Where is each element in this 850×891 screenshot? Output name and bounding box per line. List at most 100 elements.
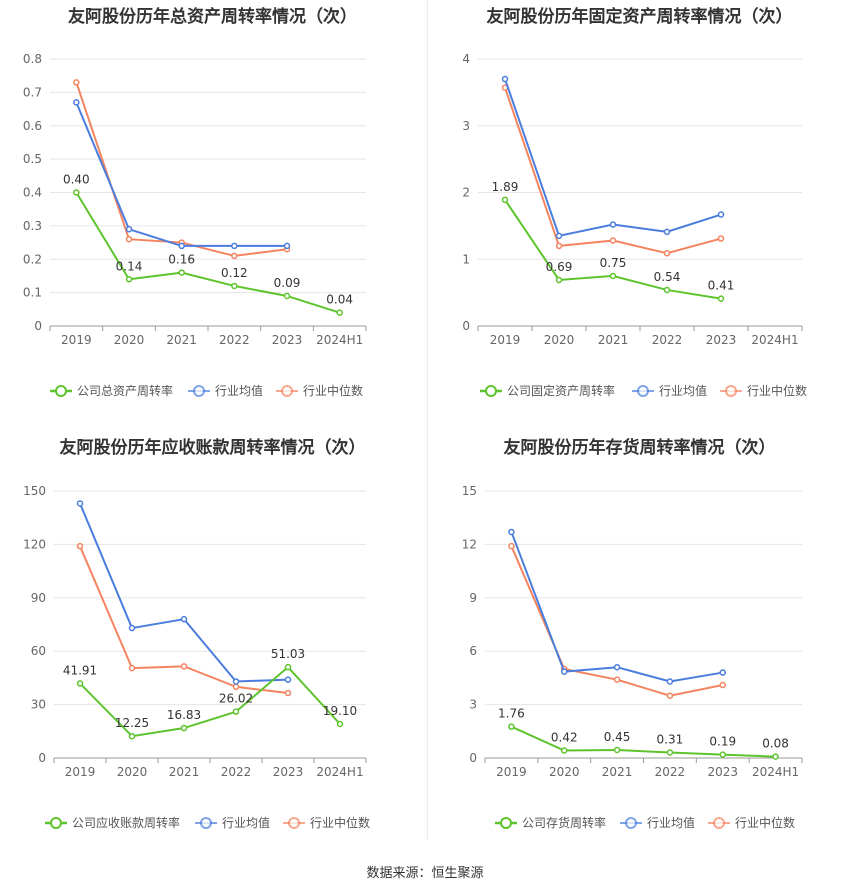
data-point-avg — [232, 678, 240, 685]
series-line-company — [511, 725, 776, 758]
y-tick-label: 9 — [469, 591, 477, 605]
data-label: 0.45 — [604, 730, 631, 744]
data-point-median — [666, 692, 674, 699]
data-point-company — [76, 680, 84, 687]
chart-title: 友阿股份历年固定资产周转率情况（次） — [486, 7, 793, 27]
legend-label: 行业中位数 — [303, 383, 363, 398]
legend-label: 行业中位数 — [735, 815, 795, 830]
data-label: 0.08 — [762, 737, 789, 751]
data-label: 12.25 — [115, 716, 149, 730]
y-tick-label: 30 — [31, 698, 46, 712]
data-point-company — [125, 276, 133, 283]
y-tick-label: 15 — [462, 484, 477, 498]
data-point-median — [180, 663, 188, 670]
legend-label: 行业中位数 — [747, 383, 807, 398]
data-point-company — [666, 749, 674, 756]
footer-prefix: 数据来源： — [366, 866, 432, 881]
data-point-avg — [561, 668, 568, 675]
y-tick-label: 0.4 — [23, 186, 42, 200]
data-point-avg — [719, 669, 726, 676]
legend-swatch-marker — [637, 385, 649, 397]
data-label: 0.42 — [551, 731, 578, 745]
legend-swatch-marker — [500, 817, 512, 829]
data-point-median — [125, 235, 133, 243]
data-point-avg — [613, 663, 621, 671]
x-tick-label: 2020 — [549, 765, 580, 779]
data-point-avg — [501, 75, 509, 83]
data-point-avg — [125, 225, 133, 233]
y-tick-label: 6 — [469, 644, 477, 658]
x-tick-label: 2024H1 — [316, 765, 363, 779]
data-label: 0.19 — [709, 735, 736, 749]
data-point-avg — [128, 624, 136, 632]
x-tick-label: 2022 — [652, 333, 683, 347]
data-label: 41.91 — [63, 663, 97, 677]
x-tick-label: 2020 — [544, 333, 575, 347]
data-point-avg — [609, 221, 617, 228]
data-label: 0.14 — [116, 259, 143, 273]
legend-label: 公司存货周转率 — [522, 815, 606, 830]
data-label: 1.89 — [492, 180, 519, 194]
data-point-median — [508, 542, 515, 550]
data-point-company — [663, 286, 671, 294]
data-point-avg — [231, 242, 238, 250]
chart-title: 友阿股份历年总资产周转率情况（次） — [68, 7, 357, 27]
data-point-company — [180, 724, 188, 732]
x-tick-label: 2019 — [490, 333, 521, 347]
data-point-median — [231, 252, 238, 260]
chart-panel-total-asset-turnover: 友阿股份历年总资产周转率情况（次） 0 0.1 0.2 0.3 0.4 0.5 0.6 0.7… — [0, 0, 425, 430]
legend-label: 行业均值 — [647, 815, 695, 830]
y-tick-label: 4 — [462, 52, 470, 66]
data-point-median — [719, 681, 726, 689]
data-label: 0.75 — [600, 256, 627, 270]
data-label: 0.69 — [546, 260, 573, 274]
x-tick-label: 2021 — [602, 765, 633, 779]
data-point-company — [73, 189, 80, 196]
x-tick-label: 2024H1 — [316, 333, 363, 347]
data-point-median — [613, 676, 621, 683]
series-line-median — [75, 82, 288, 257]
series-line-median — [510, 545, 723, 697]
data-point-company — [128, 732, 136, 740]
legend-swatch-marker — [288, 817, 300, 829]
x-tick-label: 2022 — [221, 765, 252, 779]
chart-title: 友阿股份历年存货周转率情况（次） — [503, 438, 776, 458]
data-point-median — [232, 683, 240, 691]
legend-label: 行业均值 — [215, 383, 263, 398]
data-label: 0.12 — [221, 266, 248, 280]
legend-label: 行业均值 — [222, 815, 270, 830]
x-tick-label: 2019 — [65, 765, 96, 779]
data-point-avg — [180, 615, 188, 623]
x-tick-label: 2023 — [706, 333, 737, 347]
data-point-company — [283, 292, 291, 300]
legend-swatch-marker — [713, 817, 725, 829]
footer-source: 恒生聚源 — [431, 866, 484, 881]
data-source-footer: 数据来源：恒生聚源 — [0, 862, 850, 881]
data-point-median — [128, 664, 136, 672]
data-label: 19.10 — [323, 704, 357, 718]
x-tick-label: 2022 — [219, 333, 250, 347]
series-line-avg — [510, 531, 723, 683]
y-tick-label: 12 — [462, 537, 477, 551]
chart-svg: 0 3 6 9 12 15 2019 2020 2021 2022 2023 2024H1 1.76 0.… — [462, 484, 803, 830]
y-tick-label: 0.2 — [23, 252, 42, 266]
data-point-company — [508, 723, 515, 730]
data-point-avg — [717, 211, 725, 218]
data-point-company — [232, 708, 240, 715]
data-point-avg — [555, 232, 563, 240]
legend-swatch-marker — [55, 385, 67, 397]
x-tick-label: 2019 — [496, 765, 527, 779]
data-point-company — [613, 746, 621, 754]
y-tick-label: 90 — [31, 591, 46, 605]
x-tick-label: 2020 — [117, 765, 148, 779]
data-point-company — [555, 276, 563, 284]
data-point-median — [555, 242, 563, 250]
series-line-avg — [79, 503, 289, 683]
x-tick-label: 2019 — [61, 333, 92, 347]
legend-swatch-marker — [50, 817, 62, 829]
x-tick-label: 2024H1 — [751, 333, 798, 347]
data-label: 1.76 — [498, 707, 525, 721]
data-point-median — [73, 79, 80, 86]
x-tick-label: 2022 — [655, 765, 686, 779]
data-point-avg — [508, 528, 515, 536]
